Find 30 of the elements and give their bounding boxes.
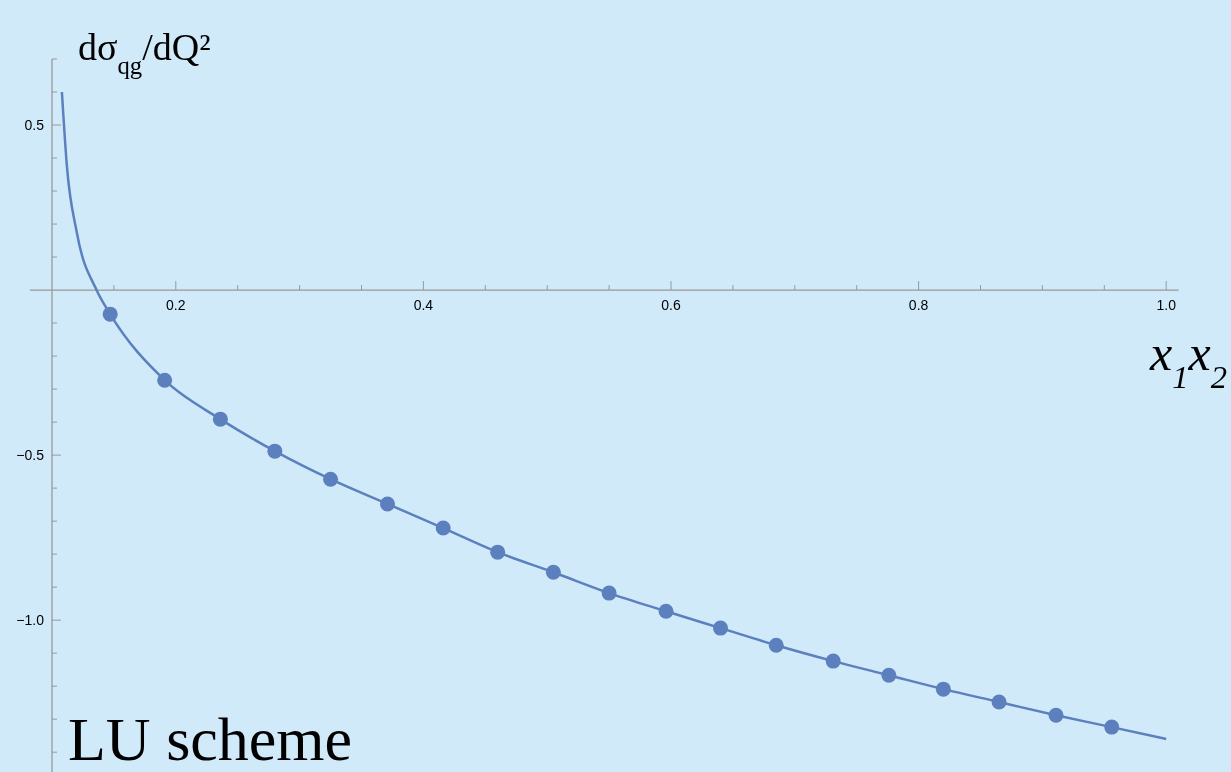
point: [545, 564, 561, 580]
annotation: LU scheme: [68, 705, 353, 772]
point: [323, 471, 339, 487]
x-axis-title: x$_{1}$x$_{2}$: [1149, 325, 1227, 396]
point: [991, 694, 1007, 710]
point: [1104, 719, 1120, 735]
point: [881, 667, 897, 683]
x-tick-label: 0.8: [908, 297, 929, 314]
point: [935, 681, 951, 697]
point: [768, 637, 784, 653]
y-axis-title: dσ$_{qg}$/dQ²: [78, 26, 211, 79]
point: [490, 544, 506, 560]
point: [601, 585, 617, 601]
point: [267, 443, 283, 459]
x-tick-label: 0.4: [413, 297, 434, 314]
point: [157, 372, 173, 388]
x-tick-label: 0.2: [166, 297, 186, 314]
point: [102, 306, 118, 322]
x-tick-label: 1.0: [1156, 297, 1177, 314]
point: [713, 620, 729, 636]
point: [212, 411, 228, 427]
point: [435, 520, 451, 536]
point: [1048, 707, 1064, 723]
point: [658, 603, 674, 619]
point: [380, 496, 395, 512]
y-tick-label: 0.5: [24, 117, 45, 134]
y-tick-label: −0.5: [16, 447, 45, 464]
x-tick-label: 0.6: [661, 297, 681, 314]
point: [825, 653, 841, 669]
y-tick-label: −1.0: [16, 612, 45, 629]
